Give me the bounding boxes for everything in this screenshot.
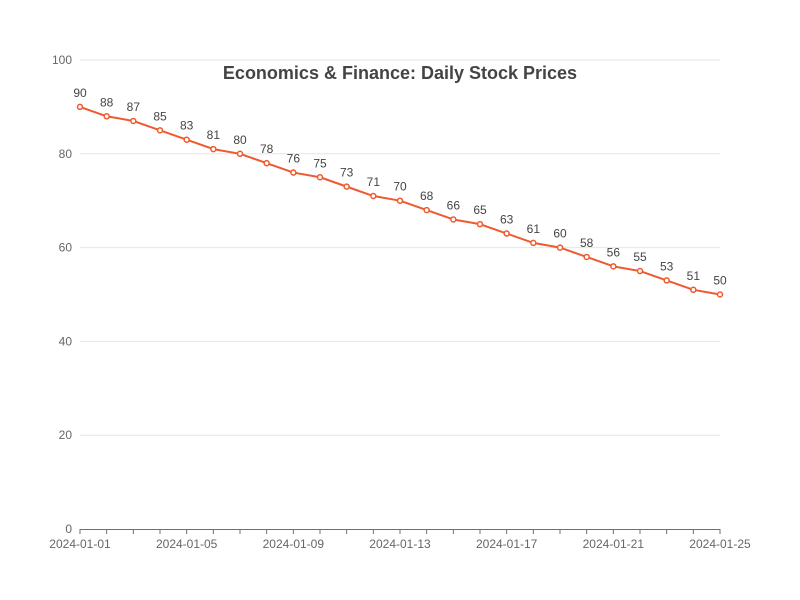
data-label: 68 — [420, 189, 434, 203]
data-point — [183, 136, 190, 143]
data-point — [450, 216, 457, 223]
y-tick-label: 0 — [65, 522, 72, 536]
series — [76, 103, 724, 298]
data-point — [583, 253, 590, 261]
axes: 0 20 40 60 80 100 2024-01-01 2024-01-05 2024-01-… — [49, 53, 751, 551]
data-point — [690, 286, 697, 294]
data-label: 81 — [207, 128, 221, 142]
data-label: 50 — [713, 274, 727, 288]
y-tick-label: 100 — [52, 53, 72, 67]
x-tick-label: 2024-01-25 — [689, 537, 751, 551]
data-label: 76 — [287, 152, 301, 166]
data-point — [103, 113, 110, 120]
data-label: 51 — [687, 269, 701, 283]
data-point — [210, 145, 217, 153]
y-tick-label: 80 — [59, 147, 73, 161]
data-point — [610, 263, 617, 270]
x-tick-label: 2024-01-17 — [476, 537, 538, 551]
x-tick-label: 2024-01-09 — [263, 537, 325, 551]
y-tick-label: 60 — [59, 241, 73, 255]
y-tick-label: 20 — [59, 428, 73, 442]
data-point — [316, 174, 324, 181]
data-label: 60 — [553, 227, 567, 241]
x-tick-label: 2024-01-21 — [583, 537, 645, 551]
data-label: 88 — [100, 95, 114, 109]
data-point — [530, 239, 537, 247]
chart-title: Economics & Finance: Daily Stock Prices — [223, 63, 577, 83]
data-label: 83 — [180, 119, 194, 133]
data-label: 55 — [633, 250, 647, 264]
data-label: 80 — [233, 133, 247, 147]
data-label: 71 — [367, 175, 381, 189]
data-label: 90 — [73, 86, 87, 100]
data-point — [423, 206, 430, 214]
data-point — [156, 127, 164, 134]
data-point — [663, 277, 670, 284]
data-point — [556, 244, 564, 251]
data-label: 63 — [500, 213, 514, 227]
data-point — [236, 150, 244, 158]
data-label: 61 — [527, 222, 541, 236]
data-point — [370, 192, 377, 200]
grid-lines — [80, 59, 720, 436]
x-tick-label: 2024-01-01 — [49, 537, 111, 551]
x-tick-label: 2024-01-05 — [156, 537, 218, 551]
data-point — [476, 220, 484, 228]
data-point — [716, 291, 724, 298]
data-label: 66 — [447, 198, 461, 212]
data-label: 58 — [580, 236, 594, 250]
data-point — [130, 117, 137, 125]
data-point — [503, 230, 510, 237]
data-label: 65 — [473, 203, 487, 217]
y-tick-label: 40 — [59, 334, 73, 348]
data-label: 85 — [153, 109, 167, 123]
data-label: 53 — [660, 259, 674, 273]
data-label: 87 — [127, 100, 141, 114]
data-label: 70 — [393, 180, 407, 194]
data-point — [343, 183, 350, 190]
data-point — [290, 169, 297, 176]
data-point — [76, 103, 84, 111]
data-label: 78 — [260, 142, 274, 156]
data-label: 73 — [340, 166, 354, 180]
data-label: 56 — [607, 245, 621, 259]
data-point — [263, 159, 270, 167]
x-tick-label: 2024-01-13 — [369, 537, 431, 551]
data-point — [636, 267, 644, 275]
data-label: 75 — [313, 156, 327, 170]
data-labels: 90 88 87 85 83 81 80 78 76 75 73 71 70 68 66 65 63 61 60 58… — [73, 86, 727, 288]
data-point — [396, 197, 404, 204]
